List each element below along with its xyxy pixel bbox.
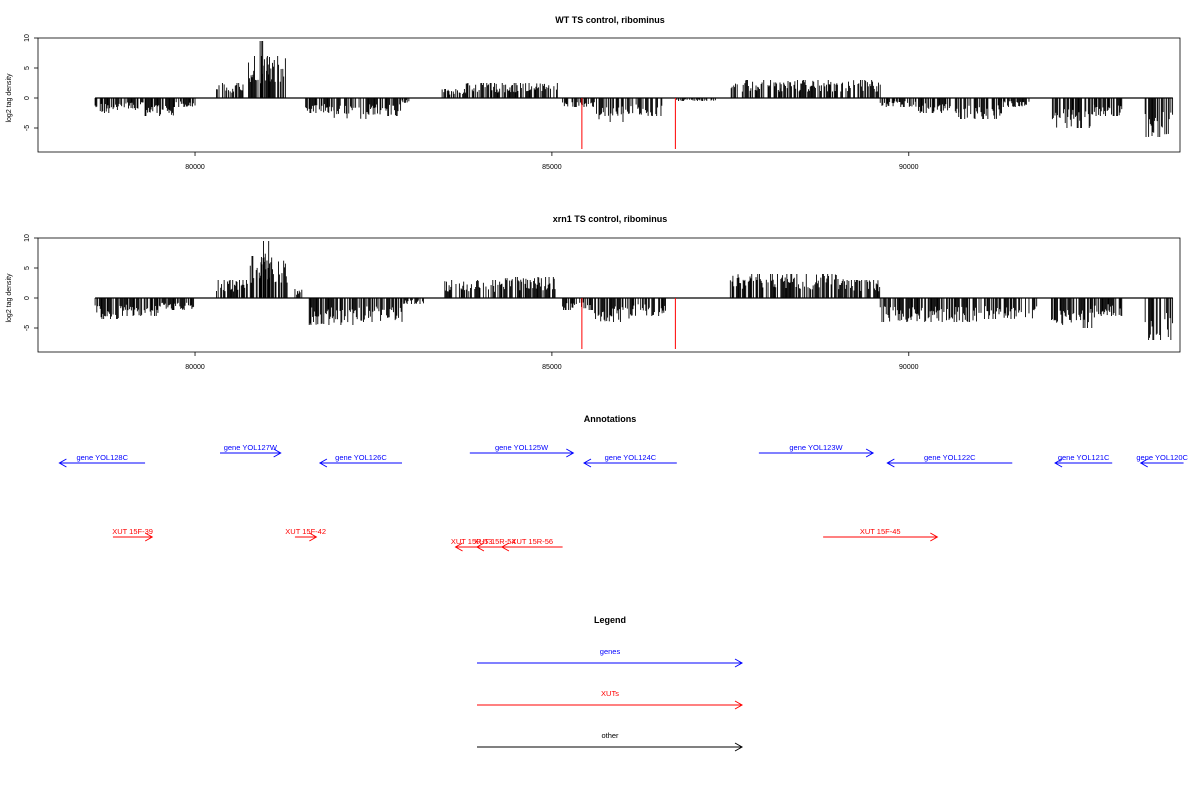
- wt-signal-marks: [94, 41, 1174, 149]
- xut-arrow-label: XUT 15F-45: [860, 527, 901, 536]
- legend: Legend genes XUTs other: [477, 615, 744, 752]
- legend-item-label: genes: [600, 647, 621, 656]
- xut-arrow-label: XUT 15F-39: [112, 527, 153, 536]
- gene-arrow-label: gene YOL127W: [224, 443, 278, 452]
- xut-arrow-label: XUT 15F-42: [285, 527, 326, 536]
- legend-item: XUTs: [477, 689, 744, 710]
- y-tick-label: 10: [24, 34, 31, 42]
- xrn1-axes: log2 tag density 10 5 0 -5 80000 85000 90000: [6, 234, 919, 371]
- gene-arrow: gene YOL120C: [1136, 453, 1189, 468]
- wt-axes: log2 tag density 10 5 0 -5 80000 85000 90000: [6, 34, 919, 171]
- gene-arrow: gene YOL121C: [1054, 453, 1113, 468]
- annotation-arrows: gene YOL128C gene YOL127W gene YOL126C gene…: [58, 443, 1189, 552]
- gene-arrow-label: gene YOL125W: [495, 443, 549, 452]
- xrn1-y-axis-label: log2 tag density: [6, 273, 13, 323]
- xut-arrow: XUT 15R-56: [500, 537, 563, 552]
- y-tick-label: 0: [24, 296, 31, 300]
- xrn1-signal-panel: xrn1 TS control, ribominus log2 tag dens…: [6, 214, 1181, 371]
- y-tick-label: -5: [24, 325, 31, 331]
- wt-y-axis-label: log2 tag density: [6, 73, 13, 123]
- y-tick-label: -5: [24, 125, 31, 131]
- y-tick-label: 0: [24, 96, 31, 100]
- gene-arrow: gene YOL122C: [886, 453, 1013, 468]
- gene-arrow: gene YOL128C: [58, 453, 146, 468]
- xut-arrow: XUT 15F-42: [285, 527, 326, 542]
- legend-item: genes: [477, 647, 744, 668]
- x-tick-label: 85000: [542, 164, 562, 171]
- x-tick-label: 85000: [542, 364, 562, 371]
- gene-arrow: gene YOL123W: [758, 443, 875, 458]
- xrn1-panel-title: xrn1 TS control, ribominus: [553, 214, 668, 224]
- legend-item-label: XUTs: [601, 689, 619, 698]
- gene-arrow-label: gene YOL124C: [605, 453, 657, 462]
- xut-arrow-label: XUT 15R-56: [511, 537, 553, 546]
- x-tick-label: 90000: [899, 364, 919, 371]
- x-tick-label: 90000: [899, 164, 919, 171]
- xut-arrow-label: XUT 15R-54: [474, 537, 516, 546]
- y-tick-label: 5: [24, 266, 31, 270]
- gene-arrow-label: gene YOL123W: [789, 443, 843, 452]
- legend-item-label: other: [601, 731, 619, 740]
- wt-plot-frame: [37, 37, 1181, 153]
- legend-title: Legend: [594, 615, 626, 625]
- xut-arrow: XUT 15R-54: [474, 537, 516, 552]
- x-tick-label: 80000: [185, 364, 205, 371]
- gene-arrow: gene YOL126C: [318, 453, 403, 468]
- gene-arrow: gene YOL124C: [583, 453, 677, 468]
- gene-arrow: gene YOL125W: [469, 443, 575, 458]
- wt-signal-panel: WT TS control, ribominus log2 tag densit…: [6, 15, 1181, 171]
- gene-arrow-label: gene YOL126C: [335, 453, 387, 462]
- gene-arrow: gene YOL127W: [220, 443, 282, 458]
- gene-arrow-label: gene YOL121C: [1058, 453, 1110, 462]
- xrn1-plot-frame: [37, 237, 1181, 353]
- x-tick-label: 80000: [185, 164, 205, 171]
- xrn1-signal-marks: [94, 241, 1174, 349]
- y-tick-label: 5: [24, 66, 31, 70]
- xut-arrow: XUT 15F-39: [112, 527, 154, 542]
- wt-panel-title: WT TS control, ribominus: [555, 15, 665, 25]
- legend-items: genes XUTs other: [477, 647, 744, 752]
- gene-arrow-label: gene YOL120C: [1136, 453, 1188, 462]
- annotations-title: Annotations: [584, 414, 637, 424]
- xut-arrow-label: XUT 15R-53: [451, 537, 493, 546]
- y-tick-label: 10: [24, 234, 31, 242]
- legend-item: other: [477, 731, 744, 752]
- gene-arrow-label: gene YOL128C: [76, 453, 128, 462]
- xut-arrow: XUT 15F-45: [823, 527, 939, 542]
- gene-arrow-label: gene YOL122C: [924, 453, 976, 462]
